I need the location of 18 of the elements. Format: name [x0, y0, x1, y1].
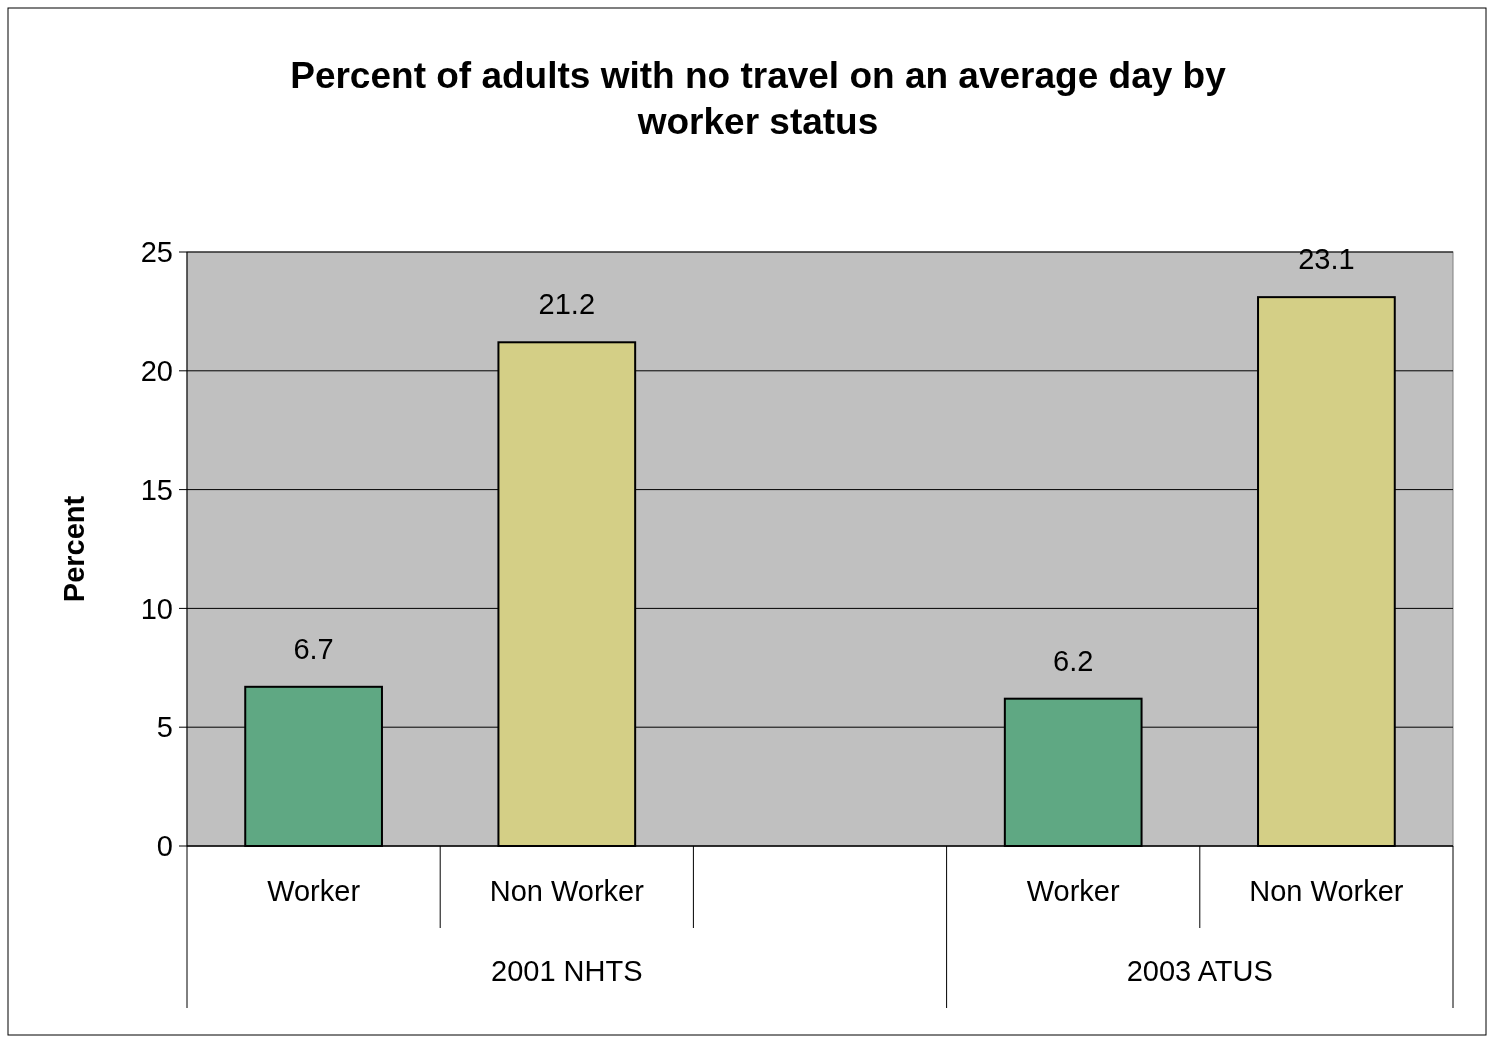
x-tick-label: Non Worker: [1249, 875, 1404, 907]
data-label: 21.2: [538, 288, 596, 321]
y-axis-title: Percent: [58, 495, 90, 603]
x-tick-label: Non Worker: [489, 875, 645, 907]
text: 2001 NHTS: [491, 955, 643, 987]
y-tick-label: 10: [140, 592, 173, 625]
data-label: 6.7: [293, 632, 334, 665]
y-tick-label: 20: [140, 354, 173, 387]
data-label: 23.1: [1298, 243, 1355, 276]
chart-title: Percent of adults with no travel on an average day by worker status: [290, 55, 1227, 142]
y-tick-label: 5: [156, 711, 173, 744]
data-label: 6.2: [1053, 644, 1094, 677]
y-tick-label: 15: [140, 473, 173, 506]
y-tick-label: 0: [156, 830, 173, 863]
x-tick-label: Worker: [267, 875, 361, 907]
x-tick-label: Worker: [1026, 875, 1120, 907]
y-tick-label: 25: [140, 236, 173, 269]
text: 2003 ATUS: [1126, 955, 1273, 987]
